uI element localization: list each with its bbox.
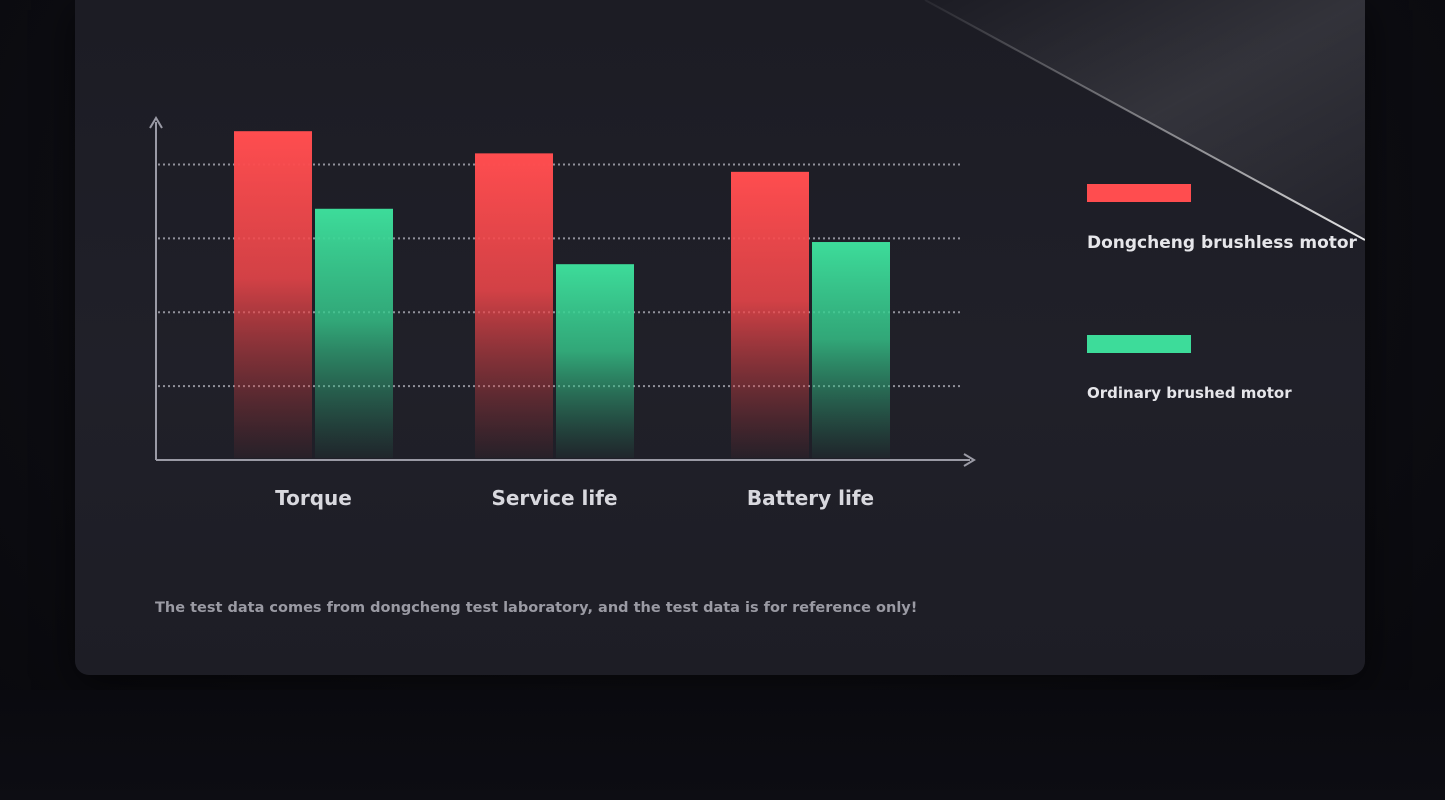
axes [149,116,976,467]
category-label-torque: Torque [275,486,352,510]
legend [1087,184,1191,353]
category-labels: Torque Service life Battery life [275,486,874,510]
category-label-service-life: Service life [491,486,617,510]
bars [234,131,890,459]
bar-brushless-battery-life [731,171,809,459]
bottom-strip [0,690,1445,800]
legend-swatch-brushed [1087,335,1191,353]
footnote: The test data comes from dongcheng test … [155,600,918,616]
x-axis-arrow [963,453,976,467]
legend-label-brushed: Ordinary brushed motor [1087,384,1292,402]
bar-brushless-torque [234,131,312,458]
bar-brushed-service-life [556,264,634,458]
bar-brushed-battery-life [812,242,890,458]
legend-label-brushless: Dongcheng brushless motor [1087,233,1357,253]
legend-swatch-brushless [1087,184,1191,202]
y-axis-arrow [149,116,163,129]
category-label-battery-life: Battery life [747,486,874,510]
bar-brushless-service-life [475,153,553,458]
bar-brushed-torque [315,208,393,458]
